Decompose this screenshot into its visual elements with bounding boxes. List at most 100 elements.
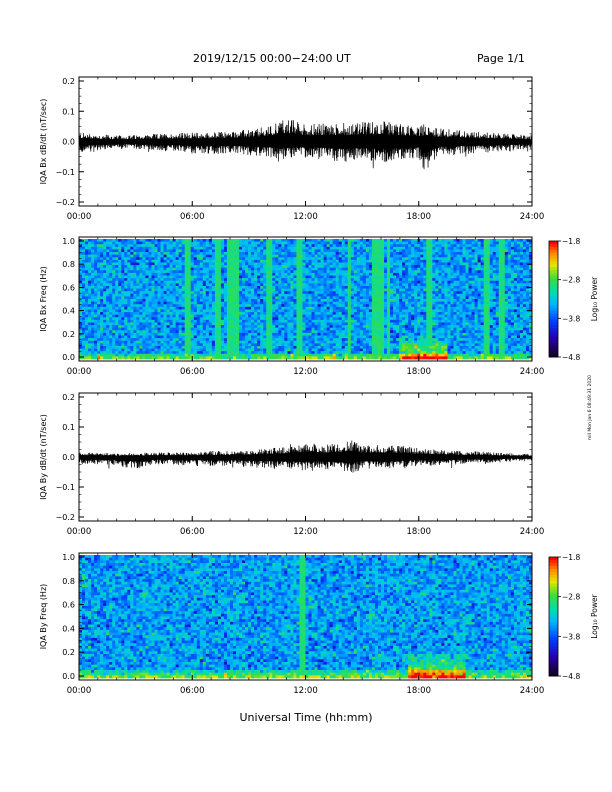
- spectrogram-cell: [151, 306, 155, 310]
- spectrogram-cell: [311, 299, 315, 303]
- spectrogram-cell: [106, 285, 110, 289]
- spectrogram-cell: [142, 257, 146, 261]
- spectrogram-cell: [278, 338, 282, 342]
- spectrogram-cell: [154, 304, 158, 308]
- spectrogram-cell: [233, 244, 237, 248]
- spectrogram-cell: [278, 288, 282, 292]
- spectrogram-cell: [332, 280, 337, 284]
- spectrogram-cell: [236, 319, 240, 323]
- spectrogram-cell: [166, 285, 170, 289]
- spectrogram-cell: [127, 283, 131, 287]
- spectrogram-cell: [100, 340, 104, 344]
- spectrogram-cell: [112, 345, 116, 349]
- spectrogram-cell: [347, 241, 352, 245]
- spectrogram-cell: [353, 348, 358, 352]
- spectrogram-cell: [362, 340, 367, 344]
- spectrogram-cell: [272, 296, 276, 300]
- spectrogram-cell: [326, 254, 331, 258]
- spectrogram-cell: [181, 254, 186, 258]
- spectrogram-cell: [214, 338, 219, 342]
- spectrogram-cell: [151, 351, 155, 355]
- y-tick-label: 0.1: [62, 107, 75, 116]
- spectrogram-cell: [305, 309, 309, 313]
- spectrogram-cell: [97, 325, 101, 329]
- spectrogram-cell: [178, 272, 183, 276]
- spectrogram-cell: [236, 353, 240, 357]
- spectrogram-cell: [374, 306, 379, 310]
- spectrogram-cell: [248, 291, 252, 295]
- spectrogram-cell: [220, 322, 225, 326]
- spectrogram-cell: [100, 257, 104, 261]
- spectrogram-cell: [163, 322, 167, 326]
- spectrogram-cell: [338, 296, 343, 300]
- spectrogram-cell: [236, 322, 240, 326]
- spectrogram-cell: [127, 327, 131, 331]
- spectrogram-cell: [381, 309, 385, 313]
- spectrogram-cell: [193, 343, 198, 347]
- spectrogram-cell: [115, 296, 119, 300]
- spectrogram-cell: [254, 259, 258, 263]
- spectrogram-cell: [347, 259, 352, 263]
- spectrogram-cell: [136, 265, 140, 269]
- spectrogram-cell: [220, 319, 225, 323]
- spectrogram-cell: [118, 244, 122, 248]
- spectrogram-cell: [94, 257, 98, 261]
- spectrogram-cell: [239, 270, 243, 274]
- spectrogram-cell: [396, 267, 400, 271]
- spectrogram-cell: [275, 296, 279, 300]
- spectrogram-cell: [299, 322, 303, 326]
- spectrogram-cell: [338, 288, 343, 292]
- spectrogram-cell: [368, 293, 373, 297]
- spectrogram-cell: [353, 239, 358, 243]
- spectrogram-cell: [196, 275, 201, 279]
- spectrogram-cell: [281, 348, 285, 352]
- spectrogram-cell: [103, 304, 107, 308]
- spectrogram-cell: [350, 275, 355, 279]
- spectrogram-cell: [377, 317, 382, 321]
- spectrogram-cell: [103, 267, 107, 271]
- spectrogram-cell: [302, 335, 306, 339]
- spectrogram-cell: [362, 252, 367, 256]
- spectrogram-cell: [124, 283, 128, 287]
- spectrogram-cell: [226, 239, 231, 243]
- spectrogram-cell: [193, 265, 198, 269]
- spectrogram-cell: [377, 353, 382, 357]
- spectrogram-cell: [226, 327, 231, 331]
- spectrogram-cell: [223, 327, 228, 331]
- spectrogram-cell: [257, 275, 261, 279]
- spectrogram-cell: [208, 285, 213, 289]
- spectrogram-cell: [387, 270, 391, 274]
- spectrogram-cell: [94, 304, 98, 308]
- spectrogram-cell: [154, 291, 158, 295]
- spectrogram-cell: [196, 343, 201, 347]
- spectrogram-cell: [278, 293, 282, 297]
- spectrogram-cell: [148, 343, 152, 347]
- spectrogram-cell: [275, 244, 279, 248]
- spectrogram-cell: [172, 317, 177, 321]
- spectrogram-cell: [338, 314, 343, 318]
- spectrogram-cell: [145, 285, 149, 289]
- spectrogram-cell: [266, 241, 270, 245]
- spectrogram-cell: [142, 299, 146, 303]
- spectrogram-cell: [272, 335, 276, 339]
- spectrogram-cell: [281, 332, 285, 336]
- spectrogram-cell: [124, 309, 128, 313]
- spectrogram-cell: [350, 353, 355, 357]
- spectrogram-cell: [233, 340, 237, 344]
- spectrogram-cell: [296, 332, 300, 336]
- spectrogram-cell: [284, 280, 288, 284]
- spectrogram-cell: [133, 332, 137, 336]
- spectrogram-cell: [230, 304, 234, 308]
- spectrogram-cell: [338, 312, 343, 316]
- spectrogram-cell: [272, 338, 276, 342]
- spectrogram-cell: [302, 332, 306, 336]
- page-label: Page 1/1: [477, 52, 525, 65]
- spectrogram-cell: [384, 322, 388, 326]
- spectrogram-cell: [175, 257, 180, 261]
- spectrogram-cell: [260, 332, 264, 336]
- spectrogram-cell: [335, 262, 340, 266]
- spectrogram-cell: [302, 257, 306, 261]
- spectrogram-cell: [341, 356, 346, 360]
- spectrogram-cell: [94, 312, 98, 316]
- spectrogram-cell: [202, 249, 207, 253]
